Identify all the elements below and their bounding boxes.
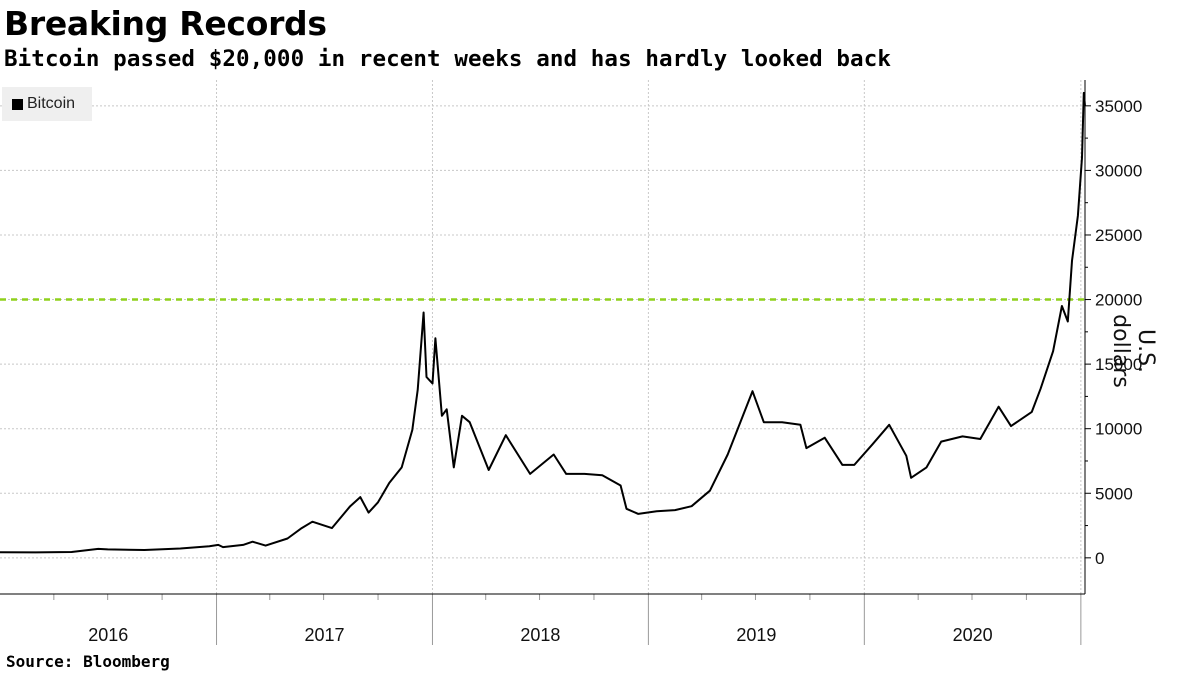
grid-lines xyxy=(0,80,1085,594)
x-tick-label: 2016 xyxy=(88,625,128,645)
y-axis-label: U.S. dollars xyxy=(1108,314,1158,388)
y-tick-label: 30000 xyxy=(1095,161,1142,180)
chart-title: Breaking Records xyxy=(4,4,327,43)
x-tick-label: 2019 xyxy=(736,625,776,645)
series-line-bitcoin xyxy=(0,91,1086,554)
source-note: Source: Bloomberg xyxy=(6,652,170,671)
y-tick-label: 0 xyxy=(1095,549,1104,568)
y-tick-label: 35000 xyxy=(1095,97,1142,116)
x-axis: 2016 2017 2018 2019 2020 xyxy=(0,593,1085,645)
y-tick-label: 10000 xyxy=(1095,420,1142,439)
chart-subtitle: Bitcoin passed $20,000 in recent weeks a… xyxy=(4,46,891,72)
y-tick-label: 20000 xyxy=(1095,291,1142,310)
legend: Bitcoin xyxy=(2,87,92,121)
x-tick-label: 2020 xyxy=(953,625,993,645)
y-tick-label: 15000 xyxy=(1095,355,1142,374)
x-tick-label: 2017 xyxy=(304,625,344,645)
x-tick-label: 2018 xyxy=(520,625,560,645)
y-tick-label: 25000 xyxy=(1095,226,1142,245)
y-tick-label: 5000 xyxy=(1095,484,1133,503)
legend-swatch-bitcoin xyxy=(12,98,23,110)
legend-label-bitcoin: Bitcoin xyxy=(27,95,76,112)
y-axis: 0 5000 10000 15000 20000 25000 30000 35000 xyxy=(1084,80,1142,594)
series-group xyxy=(0,91,1086,554)
